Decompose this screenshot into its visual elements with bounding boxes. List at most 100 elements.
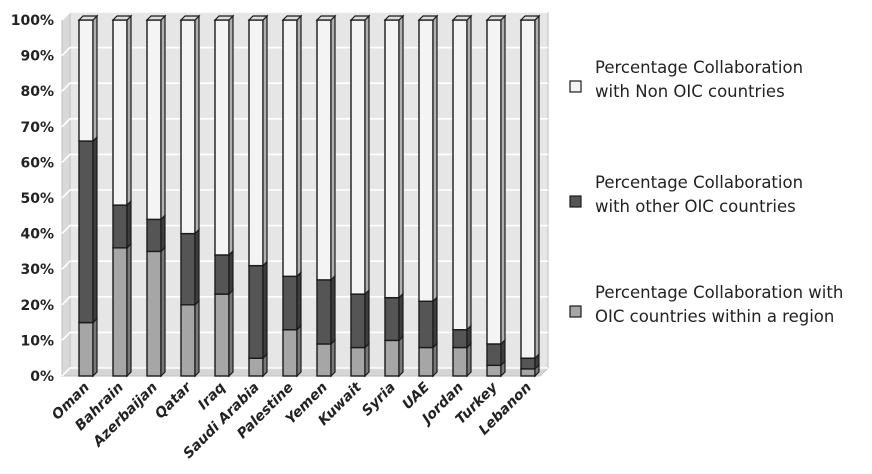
bar-segment xyxy=(111,14,133,207)
bar-side-face xyxy=(92,14,98,143)
bar-side-face xyxy=(194,299,200,378)
bar-top-face xyxy=(145,15,167,21)
bar-segment xyxy=(485,14,507,346)
y-tick-label: 100% xyxy=(11,13,54,29)
bar-front-face xyxy=(214,254,230,295)
bars xyxy=(77,14,541,378)
bar-side-face xyxy=(194,14,200,236)
bar-side-face xyxy=(296,14,302,278)
y-axis-tick-labels: 0% 10% 20% 30% 40% 50% 60% 70% 80% 90% 100% xyxy=(11,13,54,385)
bar-side-face xyxy=(262,14,268,268)
bar-side-face xyxy=(126,242,132,378)
bar-front-face xyxy=(248,264,264,359)
floor xyxy=(60,367,550,377)
legend-label: Percentage Collaboration xyxy=(595,58,803,77)
legend-label: Percentage Collaboration xyxy=(595,173,803,192)
bar-top-face xyxy=(247,15,269,21)
bar-front-face xyxy=(248,19,264,267)
bar-front-face xyxy=(350,346,366,377)
bar-segment xyxy=(146,245,166,378)
bar-segment xyxy=(213,14,235,257)
bar-front-face xyxy=(418,300,434,349)
bar-top-face xyxy=(485,15,507,21)
y-tick-label: 20% xyxy=(20,298,54,314)
bar-segment xyxy=(384,334,404,378)
chart-walls xyxy=(60,10,550,378)
bar-side-face xyxy=(330,338,336,378)
bar-segment xyxy=(316,274,336,346)
bar-side-face xyxy=(194,228,200,307)
bar-top-face xyxy=(179,15,201,21)
bar-front-face xyxy=(282,19,298,278)
legend-entry: Percentage Collaboration with OIC countri… xyxy=(569,283,843,326)
bar-side-face xyxy=(92,135,98,325)
bar-top-face xyxy=(417,15,439,21)
bar-segment xyxy=(452,324,472,349)
bar-side-face xyxy=(500,14,506,346)
legend-swatch xyxy=(569,305,582,318)
bar-segment xyxy=(383,14,405,300)
bar-front-face xyxy=(486,343,502,367)
bar-front-face xyxy=(486,364,502,377)
bar-side-face xyxy=(160,14,166,221)
bar-side-face xyxy=(534,14,540,360)
bar-front-face xyxy=(520,368,536,377)
bar-front-face xyxy=(112,19,128,206)
bar-segment xyxy=(384,292,404,342)
bar-segment xyxy=(146,213,166,253)
bar-side-face xyxy=(126,199,132,250)
bar-front-face xyxy=(418,346,434,377)
bar-segment xyxy=(316,338,336,378)
y-tick-label: 40% xyxy=(20,227,54,243)
bar-side-face xyxy=(160,245,166,378)
bar-front-face xyxy=(350,19,366,295)
bar-side-face xyxy=(432,295,438,349)
bar-front-face xyxy=(452,19,468,331)
bar-top-face xyxy=(383,15,405,21)
bar-segment xyxy=(78,317,98,378)
x-category-label: Syria xyxy=(359,380,399,420)
bar-segment xyxy=(179,14,201,236)
y-tick-label: 10% xyxy=(20,333,54,349)
bar-front-face xyxy=(316,343,332,377)
bar-front-face xyxy=(180,19,196,235)
y-tick-label: 80% xyxy=(20,84,54,100)
bar-side-face xyxy=(432,14,438,303)
bar-segment xyxy=(519,14,541,360)
bar-front-face xyxy=(384,19,400,299)
bar-segment xyxy=(112,242,132,378)
bar-side-face xyxy=(126,14,132,207)
legend-label: OIC countries within a region xyxy=(595,307,834,326)
y-tick-label: 30% xyxy=(20,262,54,278)
bar-front-face xyxy=(180,304,196,377)
bar-front-face xyxy=(78,140,94,324)
bar-segment xyxy=(315,14,337,282)
bar-segment xyxy=(452,342,472,378)
bar-segment xyxy=(214,249,234,296)
bar-side-face xyxy=(364,288,370,349)
bar-front-face xyxy=(282,275,298,331)
bar-front-face xyxy=(146,250,162,377)
bar-front-face xyxy=(350,293,366,349)
legend-swatch xyxy=(569,80,582,93)
bar-side-face xyxy=(330,14,336,282)
bar-front-face xyxy=(384,339,400,377)
bar-segment xyxy=(282,270,302,332)
bar-segment xyxy=(451,14,473,332)
bar-front-face xyxy=(146,218,162,253)
bar-top-face xyxy=(451,15,473,21)
bar-segment xyxy=(214,288,234,378)
bar-segment xyxy=(418,295,438,349)
bar-front-face xyxy=(146,19,162,221)
bar-side-face xyxy=(296,270,302,332)
bar-top-face xyxy=(213,15,235,21)
bar-front-face xyxy=(316,19,332,281)
bar-front-face xyxy=(112,204,128,249)
bar-front-face xyxy=(316,279,332,345)
y-tick-label: 70% xyxy=(20,120,54,136)
bar-front-face xyxy=(520,19,536,359)
legend-label: with Non OIC countries xyxy=(595,82,785,101)
bar-segment xyxy=(282,324,302,378)
